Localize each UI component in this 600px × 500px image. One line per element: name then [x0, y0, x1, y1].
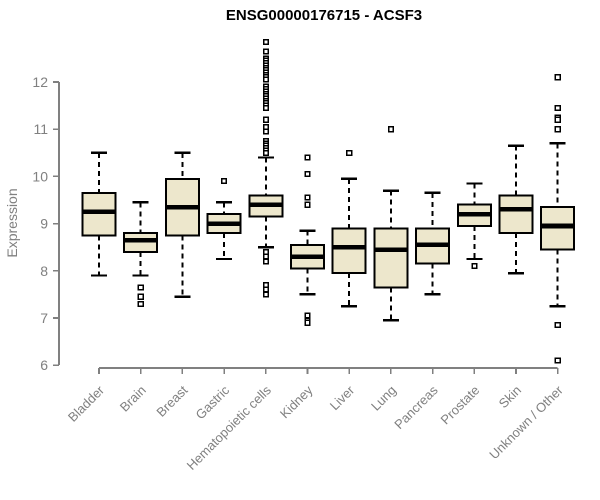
x-tick-label-unknown-other: Unknown / Other: [486, 382, 566, 462]
outlier-point: [304, 194, 311, 201]
x-tick-label-gastric: Gastric: [193, 382, 233, 422]
y-axis-title: Expression: [4, 188, 20, 257]
outlier-point: [554, 116, 561, 123]
iqr-box: [540, 206, 576, 251]
outlier-point: [262, 248, 269, 255]
iqr-box: [498, 194, 534, 235]
iqr-box: [81, 191, 117, 237]
x-tick-label-prostate: Prostate: [438, 383, 483, 428]
outlier-point: [262, 48, 269, 55]
outlier-point: [262, 123, 269, 130]
box-skin: [498, 144, 534, 275]
outlier-point: [304, 319, 311, 326]
x-tick-label-lung: Lung: [368, 383, 399, 414]
y-tick-label-11: 11: [33, 121, 48, 137]
y-tick-label-6: 6: [40, 357, 48, 373]
outlier-point: [262, 258, 269, 265]
y-tick-label-10: 10: [32, 168, 48, 184]
y-axis: 6 7 8 9 10 11 12: [32, 74, 60, 373]
outlier-point: [262, 116, 269, 123]
outlier-point: [387, 126, 394, 133]
y-tick-label-9: 9: [40, 216, 48, 232]
outlier-point: [262, 149, 269, 156]
box-unknown-other: [540, 74, 576, 364]
outlier-point: [554, 357, 561, 364]
box-pancreas: [415, 191, 451, 296]
outlier-point: [262, 291, 269, 298]
iqr-box: [373, 227, 409, 289]
x-tick-label-pancreas: Pancreas: [391, 382, 441, 432]
outlier-point: [262, 286, 269, 293]
outlier-point: [221, 178, 228, 185]
box-lung: [373, 126, 409, 322]
outlier-point: [262, 104, 269, 112]
outlier-point: [304, 312, 311, 319]
outlier-point: [262, 38, 269, 45]
x-tick-label-brain: Brain: [117, 383, 149, 415]
outlier-point: [304, 154, 311, 161]
outlier-point: [137, 293, 144, 300]
iqr-box: [331, 227, 367, 275]
x-tick-label-skin: Skin: [496, 383, 524, 411]
iqr-box: [123, 232, 159, 253]
outlier-point: [262, 128, 269, 135]
outlier-point: [346, 149, 353, 156]
box-liver: [331, 149, 367, 308]
box-gastric: [206, 178, 242, 261]
outlier-point: [304, 170, 311, 178]
outlier-point: [137, 300, 144, 307]
x-tick-label-liver: Liver: [327, 382, 358, 413]
outlier-point: [554, 74, 561, 81]
box-kidney: [290, 154, 325, 326]
outlier-point: [304, 201, 311, 208]
x-tick-label-breast: Breast: [153, 382, 190, 419]
x-tick-label-kidney: Kidney: [277, 382, 316, 421]
outlier-point: [471, 263, 478, 270]
outlier-point: [262, 281, 269, 289]
outlier-point: [554, 126, 561, 133]
chart-title: ENSG00000176715 - ACSF3: [226, 7, 422, 24]
box-prostate: [456, 182, 492, 270]
y-tick-label-7: 7: [40, 310, 48, 326]
outlier-point: [554, 104, 561, 112]
y-tick-label-8: 8: [40, 263, 48, 279]
x-axis: [98, 367, 559, 374]
box-hematopoietic-cells: [248, 38, 284, 298]
y-tick-label-12: 12: [32, 74, 48, 90]
outlier-point: [137, 284, 144, 291]
outlier-point: [554, 322, 561, 329]
outlier-point: [262, 76, 269, 83]
box-bladder: [81, 151, 117, 277]
outlier-point: [262, 253, 269, 260]
x-tick-label-bladder: Bladder: [65, 382, 108, 425]
box-breast: [164, 151, 200, 298]
box-brain: [123, 201, 159, 307]
